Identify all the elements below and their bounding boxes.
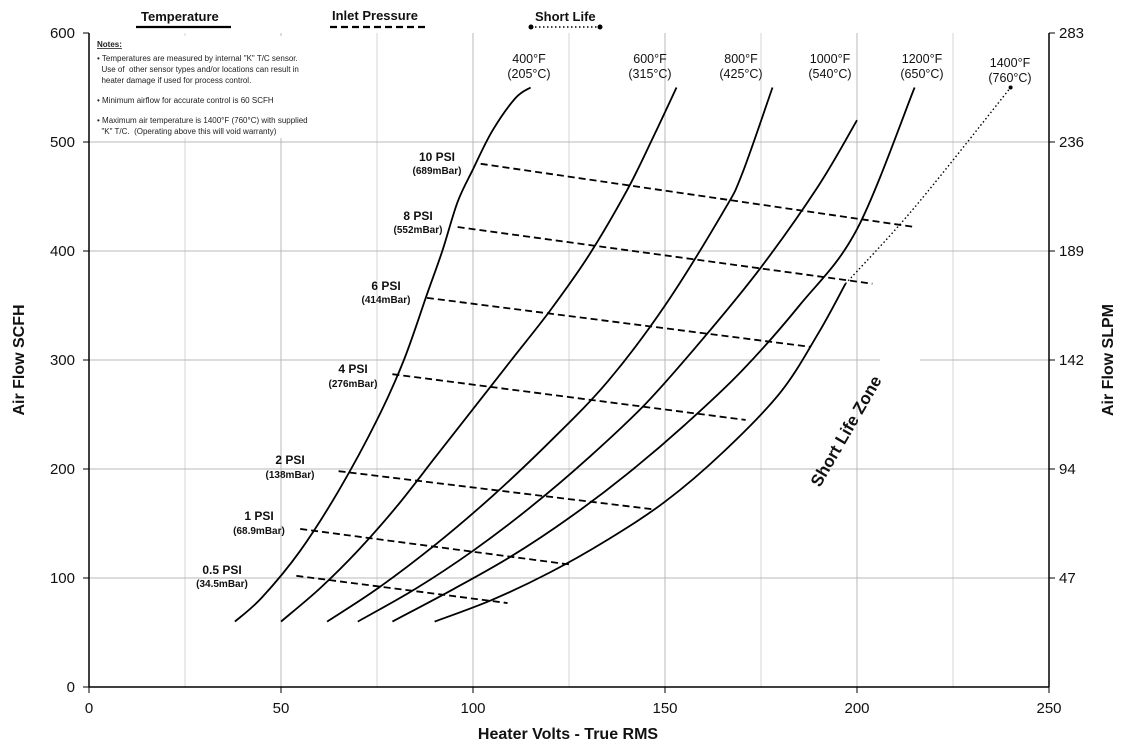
note-line: • Maximum air temperature is 1400°F (760… xyxy=(97,116,308,125)
temp-label-c: (650°C) xyxy=(900,67,943,81)
temp-label-f: 600°F xyxy=(633,52,667,66)
grid xyxy=(89,33,1049,687)
mbar-label: (34.5mBar) xyxy=(196,579,248,590)
temp-label-f: 800°F xyxy=(724,52,758,66)
pressure-line xyxy=(296,574,508,604)
mbar-label: (276mBar) xyxy=(329,379,378,390)
mbar-label: (138mBar) xyxy=(266,470,315,481)
temp-label-c: (540°C) xyxy=(808,67,851,81)
mbar-label: (68.9mBar) xyxy=(233,526,285,537)
short-life-curve xyxy=(844,85,1013,285)
temperature-curve xyxy=(234,86,532,623)
temperature-curve xyxy=(280,87,678,623)
y2-tick-label: 142 xyxy=(1059,352,1084,369)
y-tick-label: 300 xyxy=(50,352,75,369)
legend-short-life-end-dot xyxy=(597,24,603,30)
temp-label-c: (425°C) xyxy=(719,67,762,81)
legend: Temperature Inlet Pressure Short Life xyxy=(136,8,603,30)
y2-tick-label: 47 xyxy=(1059,570,1076,587)
y2-tick-label: 94 xyxy=(1059,461,1076,478)
mbar-label: (414mBar) xyxy=(362,295,411,306)
note-line: Use of other sensor types and/or locatio… xyxy=(97,65,299,74)
temp-label-c: (760°C) xyxy=(988,71,1031,85)
y-tick-labels: 0 100 200 300 400 500 600 xyxy=(50,25,89,696)
y-tick-label: 600 xyxy=(50,25,75,42)
zone-label-gap xyxy=(880,352,920,362)
note-line: "K" T/C. (Operating above this will void… xyxy=(97,127,277,136)
x-tick-label: 250 xyxy=(1036,700,1061,717)
temp-label-f: 1400°F xyxy=(990,56,1031,70)
temp-label-f: 1200°F xyxy=(902,52,943,66)
notes-background xyxy=(92,36,367,138)
y2-tick-labels: 47 94 142 189 236 283 xyxy=(1049,25,1084,587)
x-tick-label: 100 xyxy=(460,700,485,717)
y2-tick-label: 236 xyxy=(1059,134,1084,151)
legend-pressure-label: Inlet Pressure xyxy=(332,8,418,23)
note-line: • Temperatures are measured by internal … xyxy=(97,54,298,63)
x-tick-labels: 0 50 100 150 200 250 xyxy=(85,687,1062,717)
mbar-label: (689mBar) xyxy=(413,166,462,177)
psi-label: 4 PSI xyxy=(338,362,367,376)
y-tick-label: 400 xyxy=(50,243,75,260)
legend-short-life-label: Short Life xyxy=(535,9,596,24)
y-tick-label: 500 xyxy=(50,134,75,151)
short-life-zone-label: Short Life Zone xyxy=(807,373,886,490)
temperature-curve xyxy=(434,283,847,623)
temperature-labels: 400°F (205°C) 600°F (315°C) 800°F (425°C… xyxy=(507,52,1031,85)
pressure-line xyxy=(300,528,573,566)
note-line: heater damage if used for process contro… xyxy=(97,76,251,85)
y2-axis-title: Air Flow SLPM xyxy=(1100,304,1117,416)
short-life-end-dot xyxy=(1008,85,1013,90)
notes-title: Notes: xyxy=(97,40,122,49)
y-tick-label: 0 xyxy=(67,679,75,696)
pressure-line xyxy=(338,470,654,511)
y-tick-label: 100 xyxy=(50,570,75,587)
note-line: • Minimum airflow for accurate control i… xyxy=(97,96,274,105)
x-tick-label: 200 xyxy=(844,700,869,717)
notes-box: Notes: • Temperatures are measured by in… xyxy=(92,36,367,138)
short-life-line xyxy=(844,87,1012,285)
temp-label-f: 400°F xyxy=(512,52,546,66)
y-axis-title: Air Flow SCFH xyxy=(11,304,28,415)
psi-label: 2 PSI xyxy=(275,453,304,467)
temp-label-c: (315°C) xyxy=(628,67,671,81)
x-tick-label: 0 xyxy=(85,700,93,717)
y2-tick-label: 283 xyxy=(1059,25,1084,42)
psi-label: 8 PSI xyxy=(403,209,432,223)
mbar-label: (552mBar) xyxy=(394,225,443,236)
psi-label: 0.5 PSI xyxy=(202,563,241,577)
pressure-line xyxy=(480,162,915,228)
psi-label: 6 PSI xyxy=(371,279,400,293)
y-tick-label: 200 xyxy=(50,461,75,478)
pressure-line xyxy=(457,226,873,285)
psi-label: 10 PSI xyxy=(419,150,455,164)
temperature-curve xyxy=(391,87,916,623)
pressure-line xyxy=(426,296,812,348)
legend-temperature-label: Temperature xyxy=(141,9,219,24)
pressure-line xyxy=(392,373,746,421)
temperature-curve xyxy=(326,87,774,623)
legend-short-life-start-dot xyxy=(528,24,534,30)
pressure-labels: 10 PSI (689mBar) 8 PSI (552mBar) 6 PSI (… xyxy=(196,150,461,590)
x-tick-label: 150 xyxy=(652,700,677,717)
temp-label-c: (205°C) xyxy=(507,67,550,81)
temp-label-f: 1000°F xyxy=(810,52,851,66)
x-tick-label: 50 xyxy=(273,700,290,717)
psi-label: 1 PSI xyxy=(244,509,273,523)
pressure-lines xyxy=(296,162,915,604)
temperature-curves xyxy=(234,86,916,623)
x-axis-title: Heater Volts - True RMS xyxy=(478,726,659,743)
y2-tick-label: 189 xyxy=(1059,243,1084,260)
temperature-curve xyxy=(357,119,858,623)
